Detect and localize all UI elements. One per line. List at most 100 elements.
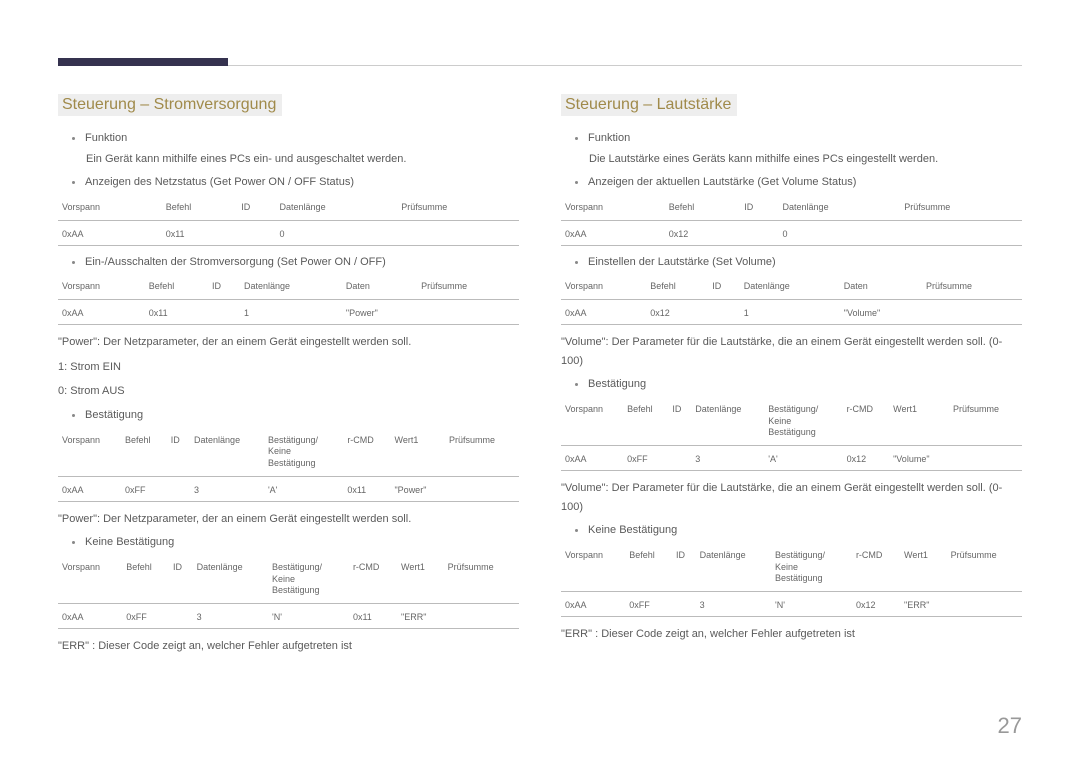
power-on: 1: Strom EIN	[58, 358, 519, 377]
td: "Volume"	[840, 299, 922, 324]
table-volume-status: Vorspann Befehl ID Datenlänge Prüfsumme …	[561, 196, 1022, 246]
bullet-label: Einstellen der Lautstärke (Set Volume)	[588, 254, 776, 272]
bullet-label: Anzeigen des Netzstatus (Get Power ON / …	[85, 174, 354, 192]
th: Befehl	[623, 398, 668, 446]
td	[169, 603, 193, 628]
th: Prüfsumme	[949, 398, 1022, 446]
th: Datenlänge	[240, 275, 342, 299]
th: ID	[740, 196, 778, 220]
bullet-icon	[575, 137, 578, 140]
td: 1	[740, 299, 840, 324]
td: 0xFF	[122, 603, 169, 628]
th: Bestätigung/ Keine Bestätigung	[264, 429, 343, 477]
td	[740, 220, 778, 245]
th: r-CMD	[343, 429, 390, 477]
td: 3	[193, 603, 268, 628]
power-desc: "Power": Der Netzparameter, der an einem…	[58, 333, 519, 352]
page-number: 27	[998, 713, 1022, 739]
th: Datenlänge	[193, 556, 268, 604]
power-off: 0: Strom AUS	[58, 382, 519, 401]
td: 0x11	[145, 299, 208, 324]
td: 0xAA	[58, 220, 162, 245]
bullet-icon	[72, 541, 75, 544]
th: Prüfsumme	[417, 275, 519, 299]
td: 0xAA	[58, 603, 122, 628]
bullet-label: Bestätigung	[85, 407, 143, 425]
td: 0xFF	[623, 445, 668, 470]
bullet-icon	[575, 529, 578, 532]
th: Bestätigung/ Keine Bestätigung	[268, 556, 349, 604]
th: Datenlänge	[740, 275, 840, 299]
td: 0xAA	[58, 299, 145, 324]
td: 0	[276, 220, 398, 245]
funktion-desc: Die Lautstärke eines Geräts kann mithilf…	[589, 150, 1022, 169]
bullet-icon	[72, 414, 75, 417]
th: Prüfsumme	[397, 196, 519, 220]
th: ID	[167, 429, 190, 477]
th: ID	[237, 196, 275, 220]
right-column: Steuerung – Lautstärke Funktion Die Laut…	[561, 94, 1022, 660]
heading-power: Steuerung – Stromversorgung	[58, 94, 282, 116]
bullet-icon	[72, 137, 75, 140]
th: Wert1	[889, 398, 949, 446]
td	[444, 603, 519, 628]
td	[417, 299, 519, 324]
td: 'N'	[268, 603, 349, 628]
td	[947, 591, 1022, 616]
th: Prüfsumme	[444, 556, 519, 604]
td	[900, 220, 1022, 245]
page-columns: Steuerung – Stromversorgung Funktion Ein…	[58, 94, 1022, 660]
funktion-desc: Ein Gerät kann mithilfe eines PCs ein- u…	[86, 150, 519, 169]
th: Befehl	[665, 196, 741, 220]
td: 0x12	[646, 299, 708, 324]
bullet-set-volume: Einstellen der Lautstärke (Set Volume)	[575, 254, 1022, 272]
power-desc-2: "Power": Der Netzparameter, der an einem…	[58, 510, 519, 529]
td: "Power"	[390, 476, 445, 501]
err-desc: "ERR" : Dieser Code zeigt an, welcher Fe…	[561, 625, 1022, 644]
bullet-set-power: Ein-/Ausschalten der Stromversorgung (Se…	[72, 254, 519, 272]
th: Prüfsumme	[445, 429, 519, 477]
th: Befehl	[625, 544, 672, 592]
bullet-label: Keine Bestätigung	[588, 522, 677, 540]
th: Prüfsumme	[922, 275, 1022, 299]
td: 3	[190, 476, 264, 501]
th: Wert1	[390, 429, 445, 477]
td	[237, 220, 275, 245]
th: r-CMD	[349, 556, 397, 604]
td	[708, 299, 739, 324]
td	[208, 299, 240, 324]
td: 3	[691, 445, 764, 470]
bullet-label: Anzeigen der aktuellen Lautstärke (Get V…	[588, 174, 856, 192]
header-accent-bar	[58, 58, 228, 66]
th: Vorspann	[58, 429, 121, 477]
td	[167, 476, 190, 501]
bullet-status: Anzeigen der aktuellen Lautstärke (Get V…	[575, 174, 1022, 192]
bullet-label: Bestätigung	[588, 376, 646, 394]
bullet-label: Funktion	[85, 130, 127, 148]
th: Befehl	[646, 275, 708, 299]
td: 'N'	[771, 591, 852, 616]
th: Daten	[342, 275, 417, 299]
table-set-power: Vorspann Befehl ID Datenlänge Daten Prüf…	[58, 275, 519, 325]
th: Vorspann	[561, 544, 625, 592]
th: ID	[668, 398, 691, 446]
td	[445, 476, 519, 501]
table-volume-ack: Vorspann Befehl ID Datenlänge Bestätigun…	[561, 398, 1022, 471]
th: ID	[708, 275, 739, 299]
th: Befehl	[145, 275, 208, 299]
td: 0xAA	[561, 445, 623, 470]
th: Prüfsumme	[900, 196, 1022, 220]
th: Befehl	[122, 556, 169, 604]
bullet-icon	[575, 383, 578, 386]
bullet-icon	[575, 261, 578, 264]
td: 1	[240, 299, 342, 324]
td: 'A'	[764, 445, 842, 470]
th: ID	[169, 556, 193, 604]
th: Vorspann	[58, 196, 162, 220]
td: 0x11	[349, 603, 397, 628]
th: Daten	[840, 275, 922, 299]
td	[672, 591, 696, 616]
th: Vorspann	[561, 275, 646, 299]
td: 0x11	[162, 220, 238, 245]
left-column: Steuerung – Stromversorgung Funktion Ein…	[58, 94, 519, 660]
